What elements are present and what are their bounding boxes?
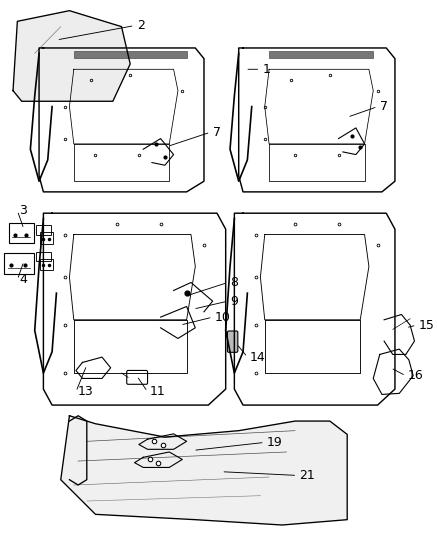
Text: 7: 7 [380, 100, 388, 113]
Bar [36, 225, 51, 235]
Text: 4: 4 [20, 273, 28, 286]
Bar [269, 51, 373, 58]
Bar [40, 232, 53, 244]
Text: 15: 15 [419, 319, 434, 332]
Text: 3: 3 [20, 204, 28, 217]
Text: 8: 8 [230, 276, 238, 289]
Bar [9, 223, 34, 243]
Text: 1: 1 [262, 63, 270, 76]
Text: 7: 7 [213, 126, 221, 139]
Bar [36, 252, 51, 261]
Polygon shape [13, 11, 130, 101]
Text: 9: 9 [230, 295, 238, 308]
Text: 21: 21 [300, 469, 315, 482]
Polygon shape [61, 416, 347, 525]
Text: 2: 2 [137, 19, 145, 32]
Text: 10: 10 [215, 311, 231, 324]
Text: 11: 11 [150, 385, 166, 398]
Bar [4, 253, 34, 274]
Text: 16: 16 [408, 369, 424, 382]
Text: 14: 14 [250, 351, 265, 364]
Text: 19: 19 [267, 436, 283, 449]
FancyBboxPatch shape [227, 331, 238, 352]
Text: 13: 13 [78, 385, 94, 398]
Bar [74, 51, 187, 58]
Bar [40, 259, 53, 270]
